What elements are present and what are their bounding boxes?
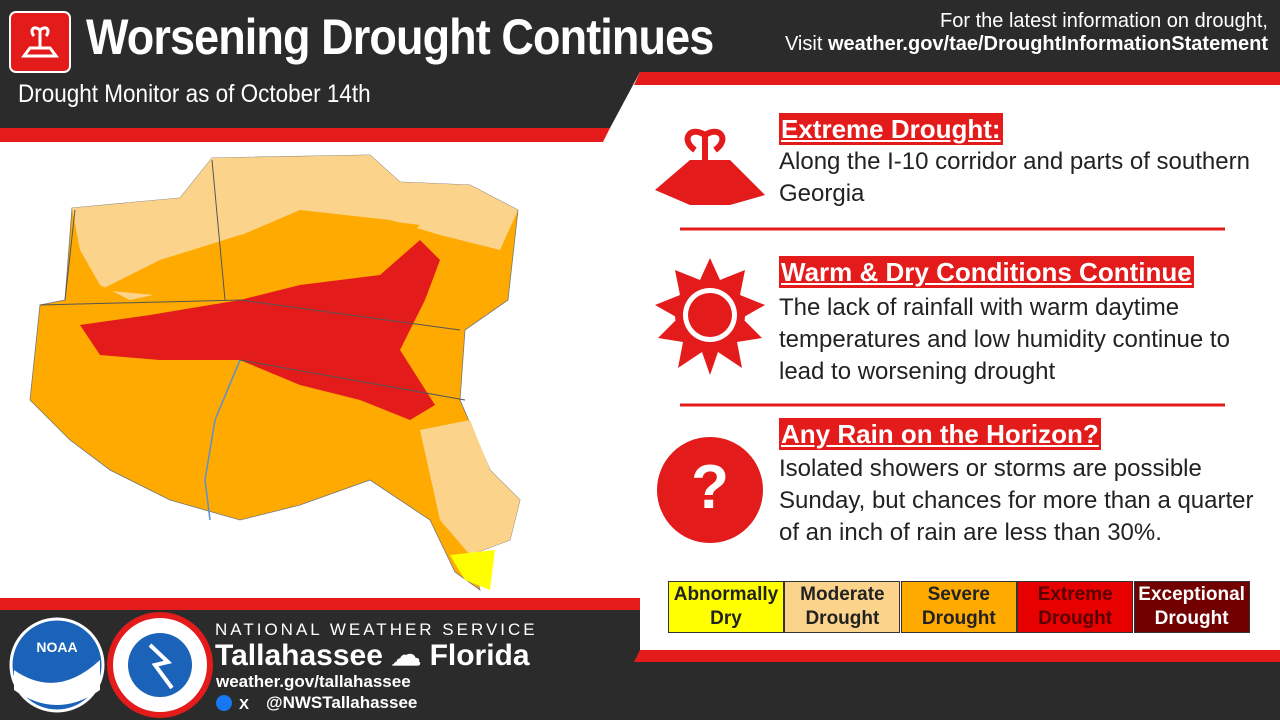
red-stripe [0,598,640,610]
legend-item: Exceptional Drought [1133,581,1250,633]
section-body: Isolated showers or storms are possible … [779,455,1254,546]
section-heading: Warm & Dry Conditions Continue [779,256,1194,288]
title: Worsening Drought Continues [86,9,714,65]
url: weather.gov/tae/DroughtInformationStatem… [827,33,1268,55]
question-mark: ? [691,453,729,522]
legend-item: Abnormally Dry [668,581,784,633]
red-stripe [0,128,610,142]
footer-right [610,662,1280,720]
visit: Visit [784,33,823,55]
section-heading: Extreme Drought: [779,113,1003,145]
section-icons [655,128,765,543]
office-city: Tallahassee [215,639,383,672]
info-url-line: Visit weather.gov/tae/DroughtInformation… [785,33,1268,56]
nws-logo-bolt [148,643,174,690]
footer-left [0,610,640,720]
red-stripe [634,72,1280,85]
section-heading: Any Rain on the Horizon? [779,418,1101,450]
legend-item: Severe Drought [900,581,1017,633]
drought-map [29,154,521,591]
office: Tallahassee ☁ Florida [215,639,530,672]
legend-item: Moderate Drought [784,581,901,633]
red-stripe [634,650,1280,662]
x-icon: X [239,696,249,713]
drought-icon-plant [21,26,59,58]
agency: NATIONAL WEATHER SERVICE [215,620,538,639]
facebook-icon [216,695,232,711]
section-body: Along the I-10 corridor and parts of sou… [779,148,1250,207]
legend-item: Extreme Drought [1017,581,1134,633]
noaa-logo-text: NOAA [36,639,77,655]
social: @NWSTallahassee [266,693,418,712]
website: weather.gov/tallahassee [216,672,411,691]
header-left [0,72,640,128]
section-body: The lack of rainfall with warm daytime t… [779,294,1230,385]
info-line: For the latest information on drought, [940,10,1268,32]
office-state: Florida [429,639,530,672]
noaa-logo-gull [14,660,100,705]
subtitle: Drought Monitor as of October 14th [18,80,371,108]
header-band [0,0,1280,72]
